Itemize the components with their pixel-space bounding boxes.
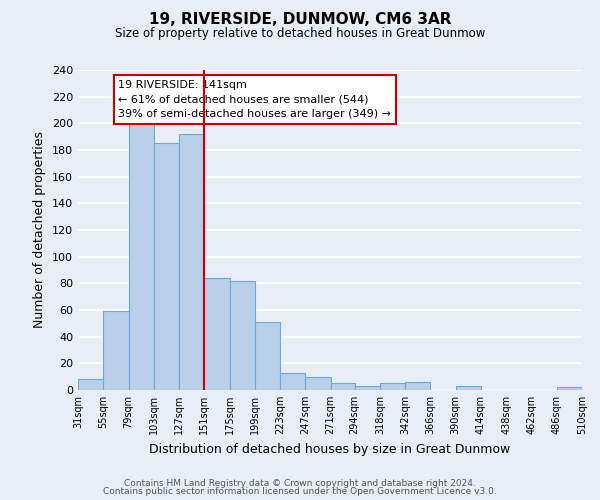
Bar — [380, 384, 405, 390]
Bar — [128, 124, 154, 390]
Bar — [355, 386, 380, 390]
Text: 19 RIVERSIDE: 141sqm
← 61% of detached houses are smaller (544)
39% of semi-deta: 19 RIVERSIDE: 141sqm ← 61% of detached h… — [118, 80, 391, 119]
Bar — [255, 322, 280, 390]
Bar — [456, 386, 481, 390]
Bar — [305, 376, 331, 390]
Bar — [280, 372, 305, 390]
Bar — [230, 280, 255, 390]
Bar — [154, 144, 179, 390]
Bar — [331, 384, 355, 390]
Bar — [204, 278, 230, 390]
Text: 19, RIVERSIDE, DUNMOW, CM6 3AR: 19, RIVERSIDE, DUNMOW, CM6 3AR — [149, 12, 451, 28]
Bar — [103, 312, 128, 390]
Text: Contains public sector information licensed under the Open Government Licence v3: Contains public sector information licen… — [103, 488, 497, 496]
Text: Contains HM Land Registry data © Crown copyright and database right 2024.: Contains HM Land Registry data © Crown c… — [124, 478, 476, 488]
Y-axis label: Number of detached properties: Number of detached properties — [34, 132, 46, 328]
Bar — [557, 388, 582, 390]
Bar — [78, 380, 103, 390]
Bar — [405, 382, 430, 390]
Text: Size of property relative to detached houses in Great Dunmow: Size of property relative to detached ho… — [115, 28, 485, 40]
Bar — [179, 134, 204, 390]
X-axis label: Distribution of detached houses by size in Great Dunmow: Distribution of detached houses by size … — [149, 442, 511, 456]
